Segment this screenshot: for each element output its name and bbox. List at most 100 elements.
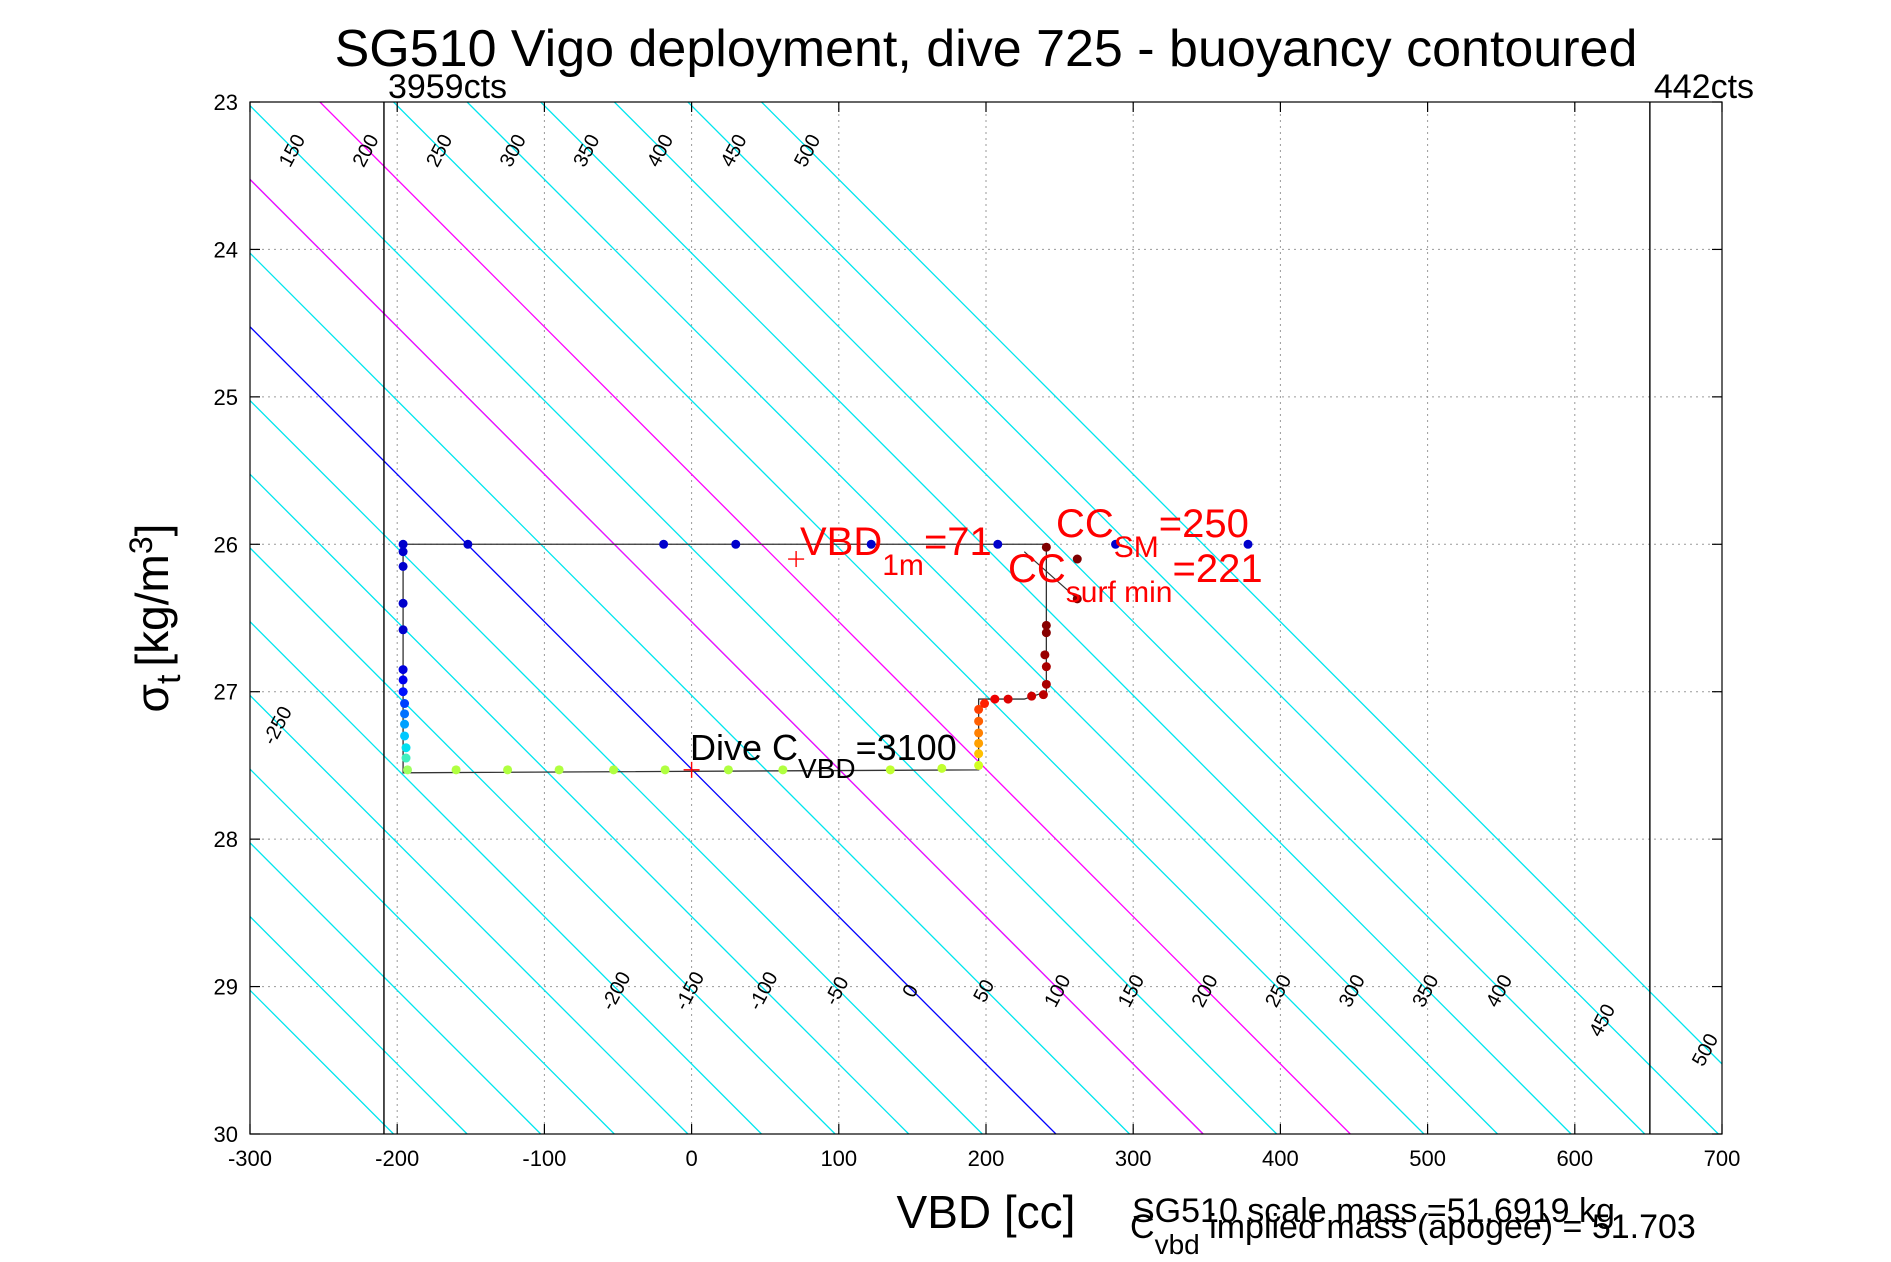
data-point <box>974 716 984 726</box>
y-axis-label-sup: 3 <box>123 536 159 554</box>
data-point <box>398 598 408 608</box>
contour-line <box>687 102 1719 1134</box>
y-tick-label: 23 <box>214 90 238 115</box>
contour-line <box>250 547 836 1134</box>
y-tick-label: 27 <box>214 680 238 705</box>
contour-line <box>250 620 762 1134</box>
cc-surf-min-sub: surf min <box>1066 576 1173 609</box>
x-tick-label: 400 <box>1262 1146 1299 1171</box>
data-point <box>866 539 876 549</box>
data-point <box>974 760 984 770</box>
dive-cvbd-main: Dive C <box>690 727 798 768</box>
data-point <box>1040 650 1050 660</box>
cc-surf-min-annotation: CCsurf min=221 <box>1008 547 1263 609</box>
vbd-limit-lines: 3959cts 442cts <box>383 68 1754 1134</box>
y-tick-label: 29 <box>214 975 238 1000</box>
data-point <box>723 765 733 775</box>
y-tick-label: 24 <box>214 237 238 262</box>
data-point <box>885 765 895 775</box>
data-point <box>1072 554 1082 564</box>
data-point <box>400 719 410 729</box>
data-point <box>554 765 564 775</box>
cc-sm-sub: SM <box>1114 531 1159 564</box>
y-tick-label: 25 <box>214 385 238 410</box>
contour-line <box>250 104 1278 1134</box>
data-point <box>1041 662 1051 672</box>
data-point <box>398 625 408 635</box>
data-point <box>398 539 408 549</box>
x-tick-label: 0 <box>685 1146 697 1171</box>
data-point <box>398 547 408 557</box>
contour-line <box>250 399 983 1134</box>
data-point <box>503 765 513 775</box>
data-point <box>400 709 410 719</box>
data-point <box>400 699 410 709</box>
data-point <box>1243 539 1253 549</box>
y-axis-label-units: [kg/m <box>126 554 178 666</box>
x-tick-label: 100 <box>820 1146 857 1171</box>
vbd-1m-annotation: VBD1m=71 <box>800 520 992 582</box>
x-axis-label: VBD [cc] <box>897 1186 1076 1238</box>
data-point <box>1038 690 1048 700</box>
data-point <box>974 728 984 738</box>
data-point <box>403 765 413 775</box>
data-point <box>778 765 788 775</box>
data-point <box>980 699 990 709</box>
data-point <box>401 743 411 753</box>
data-point <box>1027 691 1037 701</box>
vbd-limit-label: 3959cts <box>388 68 507 106</box>
contour-line <box>250 768 615 1134</box>
cc-sm-annotation: CCSM=250 <box>1056 502 1249 564</box>
trace-line <box>1023 551 1078 600</box>
contour-line <box>250 694 689 1134</box>
contour-line-magenta <box>319 102 1351 1134</box>
dive-cvbd-annotation: Dive CVBD=3100 <box>690 727 957 784</box>
x-tick-label: 200 <box>968 1146 1005 1171</box>
contour-line <box>250 252 1130 1134</box>
data-point <box>1041 628 1051 638</box>
implied-mass-sub: vbd <box>1155 1229 1200 1260</box>
implied-mass-main: C <box>1130 1208 1155 1246</box>
cc-sm-value: =250 <box>1159 502 1249 546</box>
data-point <box>451 765 461 775</box>
implied-mass-note: Cvbd implied mass (apogee) = 51.703 <box>1130 1208 1696 1260</box>
data-point <box>974 749 984 759</box>
reference-markers <box>683 551 805 778</box>
data-point <box>1041 620 1051 630</box>
y-axis-label-close: ] <box>126 524 178 537</box>
x-tick-label: 700 <box>1704 1146 1741 1171</box>
data-point <box>974 704 984 714</box>
data-point <box>398 675 408 685</box>
data-point <box>659 539 669 549</box>
grid-lines <box>250 102 1722 1134</box>
data-point <box>993 539 1003 549</box>
contour-line <box>761 102 1722 1065</box>
x-tick-label: 600 <box>1556 1146 1593 1171</box>
data-point <box>660 765 670 775</box>
dive-cvbd-sub: VBD <box>798 753 856 784</box>
contour-line <box>393 102 1425 1134</box>
data-point <box>398 561 408 571</box>
contour-line <box>466 102 1498 1134</box>
data-point <box>1111 539 1121 549</box>
data-point <box>398 687 408 697</box>
y-tick-label: 28 <box>214 827 238 852</box>
y-tick-label: 26 <box>214 532 238 557</box>
data-point <box>1072 594 1082 604</box>
scale-mass-note: SG510 scale mass =51.6919 kg <box>1132 1192 1615 1230</box>
data-point <box>463 539 473 549</box>
data-point <box>937 763 947 773</box>
contour-line <box>250 841 542 1134</box>
axis-ticks: -300 -200 -100 0 100 200 300 400 500 600 700 23 24 25… <box>214 90 1741 1171</box>
data-point <box>1041 679 1051 689</box>
contour-line <box>540 102 1572 1134</box>
contour-line-zero <box>250 325 1057 1134</box>
contour-line <box>250 473 910 1134</box>
vbd-limit-label: 442cts <box>1654 68 1754 106</box>
data-point <box>974 738 984 748</box>
contour-line-magenta <box>250 178 1204 1134</box>
x-tick-label: -100 <box>522 1146 566 1171</box>
y-axis-label: σt [kg/m3] <box>123 524 188 713</box>
data-point <box>398 665 408 675</box>
